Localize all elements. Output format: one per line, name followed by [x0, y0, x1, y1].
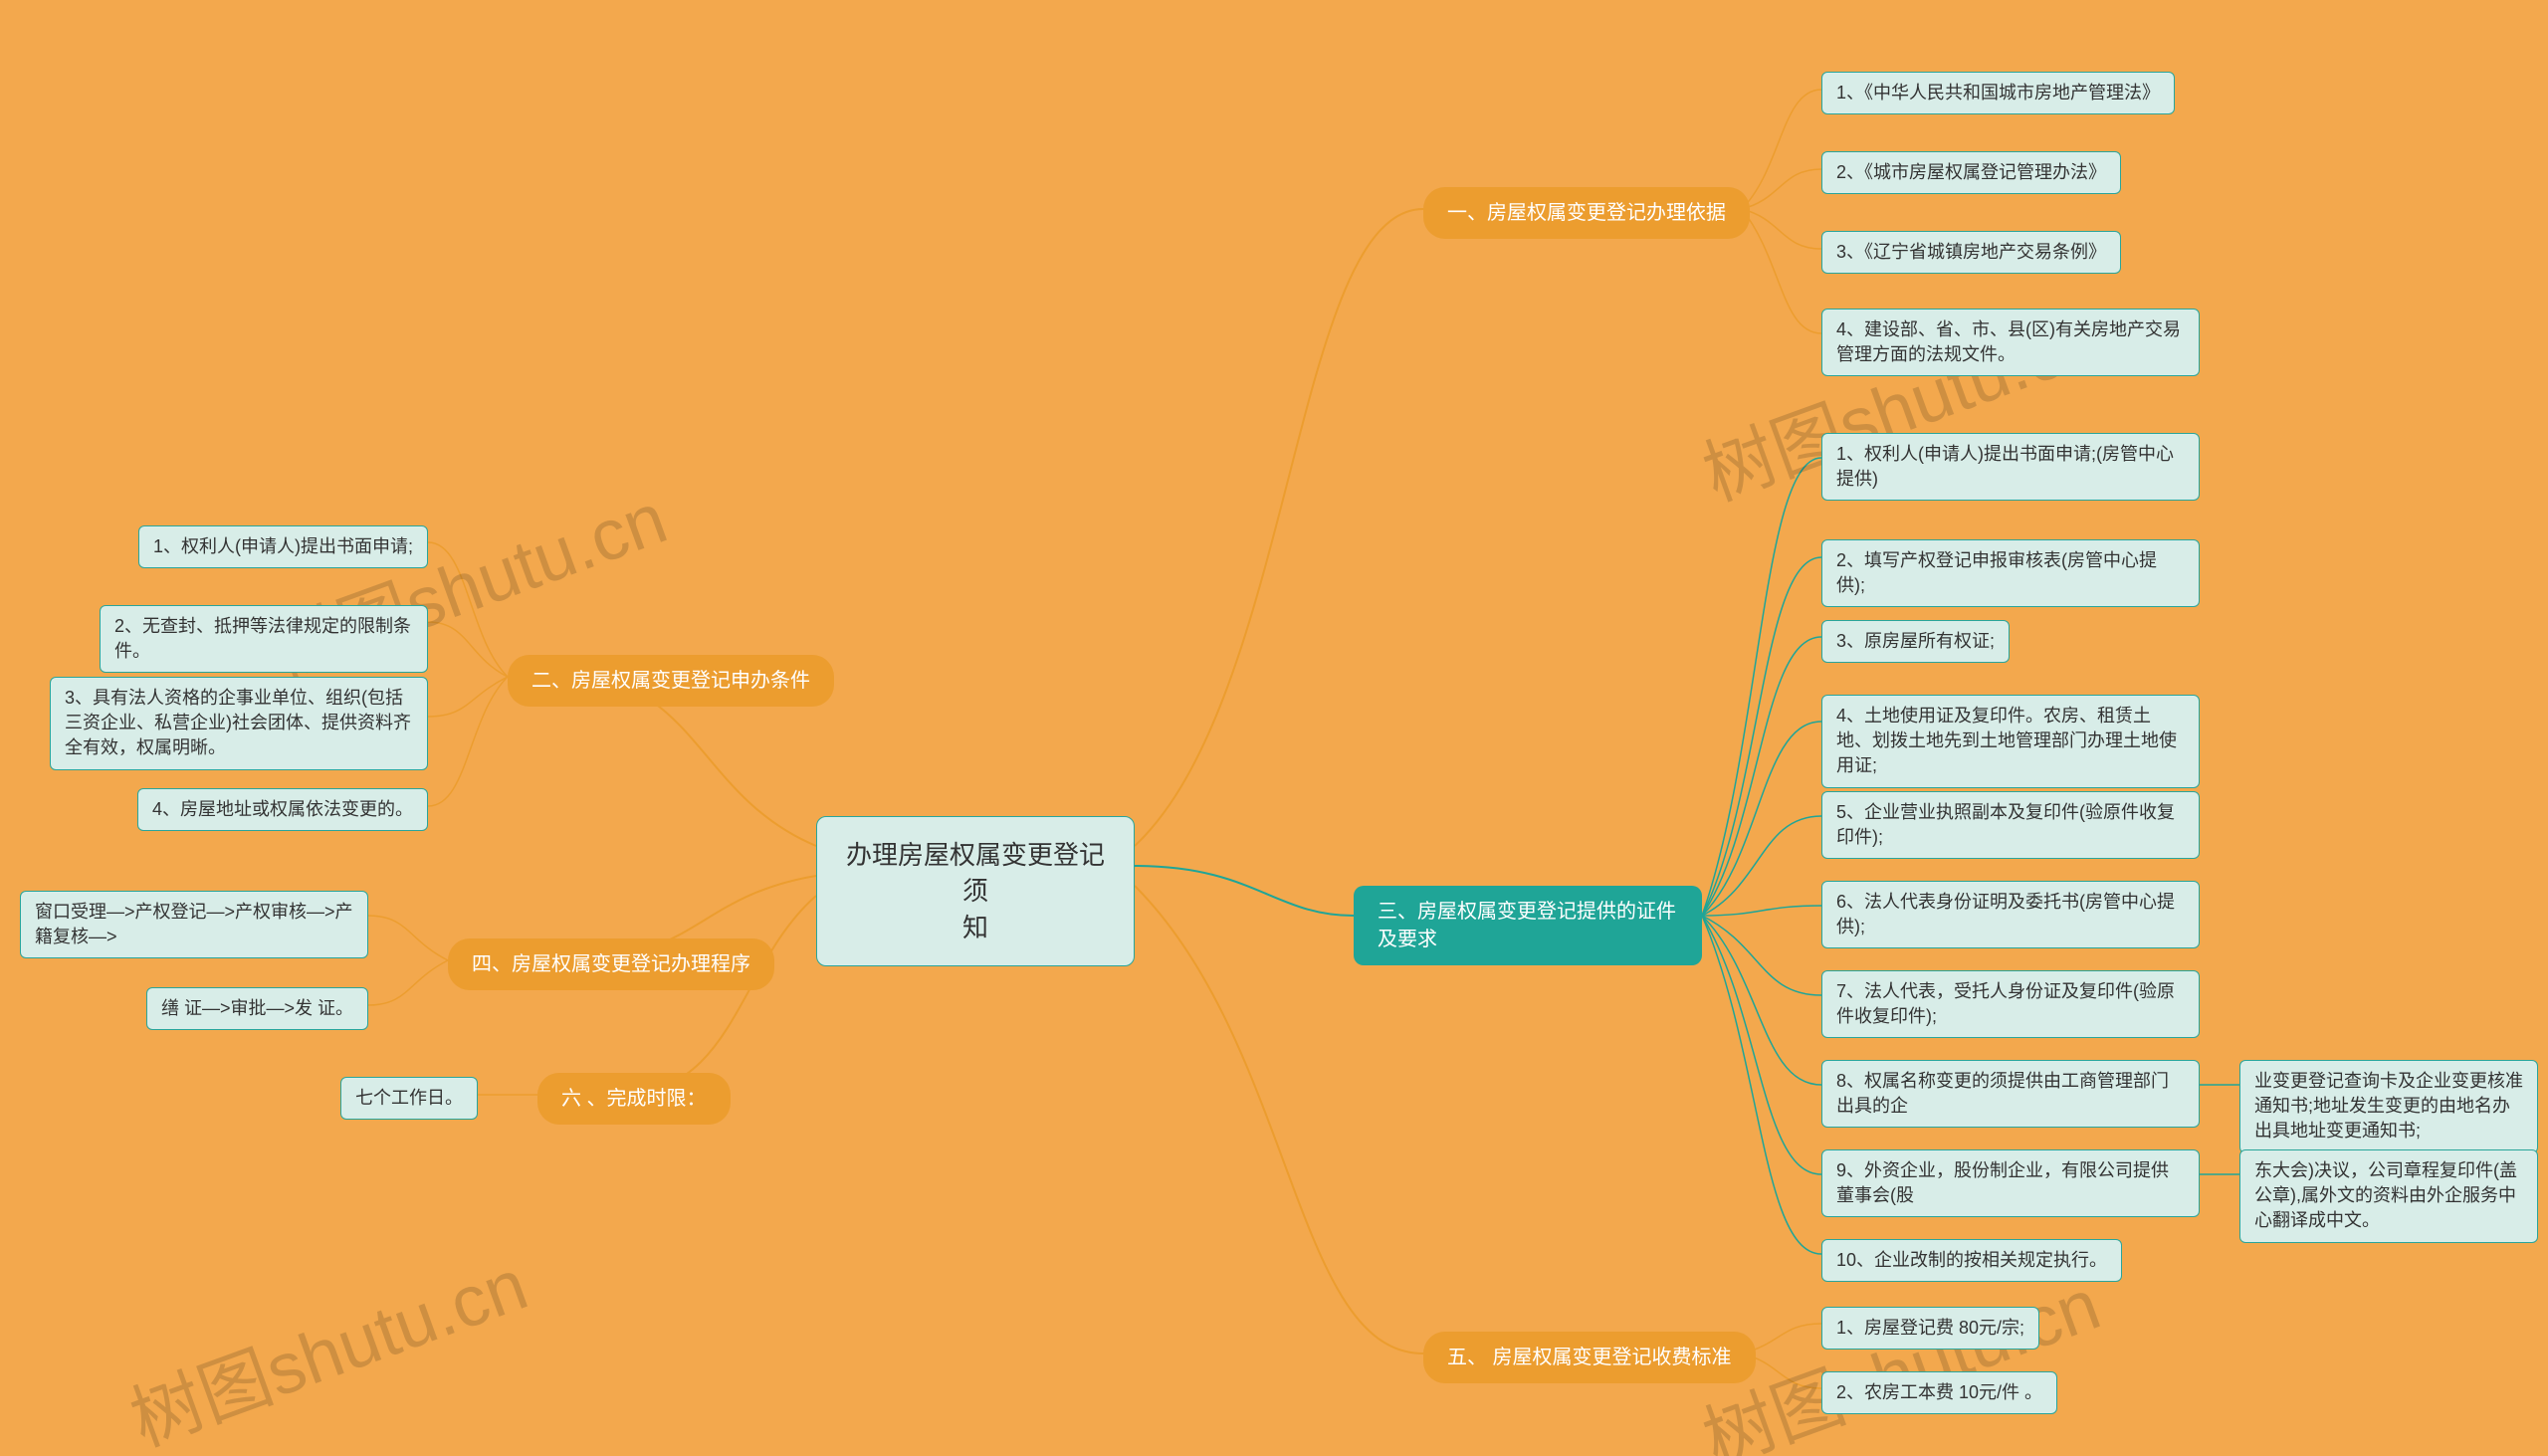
leaf-text: 2、填写产权登记申报审核表(房管中心提供); — [1836, 548, 2185, 598]
b5-leaf-0[interactable]: 1、房屋登记费 80元/宗; — [1821, 1307, 2039, 1350]
b4-leaf-1[interactable]: 缮 证—>审批—>发 证。 — [146, 987, 368, 1030]
leaf-text: 10、企业改制的按相关规定执行。 — [1836, 1248, 2107, 1273]
leaf-text: 4、建设部、省、市、县(区)有关房地产交易管理方面的法规文件。 — [1836, 317, 2185, 367]
b2-leaf-3[interactable]: 4、房屋地址或权属依法变更的。 — [137, 788, 428, 831]
leaf-text: 6、法人代表身份证明及委托书(房管中心提供); — [1836, 890, 2185, 939]
branch-6[interactable]: 六 、完成时限： — [537, 1073, 731, 1125]
leaf-text: 8、权属名称变更的须提供由工商管理部门出具的企 — [1836, 1069, 2185, 1119]
leaf-text: 缮 证—>审批—>发 证。 — [161, 996, 353, 1021]
branch-5-label: 五、 房屋权属变更登记收费标准 — [1447, 1344, 1732, 1371]
b3-leaf-4[interactable]: 5、企业营业执照副本及复印件(验原件收复印件); — [1821, 791, 2200, 859]
branch-1[interactable]: 一、房屋权属变更登记办理依据 — [1423, 187, 1750, 239]
leaf-text: 1、权利人(申请人)提出书面申请; — [153, 534, 413, 559]
b1-leaf-1[interactable]: 2、《城市房屋权属登记管理办法》 — [1821, 151, 2121, 194]
b3-leaf-6[interactable]: 7、法人代表，受托人身份证及复印件(验原件收复印件); — [1821, 970, 2200, 1038]
branch-5[interactable]: 五、 房屋权属变更登记收费标准 — [1423, 1332, 1756, 1383]
leaf-text: 1、房屋登记费 80元/宗; — [1836, 1316, 2024, 1341]
branch-1-label: 一、房屋权属变更登记办理依据 — [1447, 199, 1726, 227]
branch-4-label: 四、房屋权属变更登记办理程序 — [472, 950, 750, 978]
b2-leaf-2[interactable]: 3、具有法人资格的企事业单位、组织(包括三资企业、私营企业)社会团体、提供资料齐… — [50, 677, 428, 770]
b3-leaf-8-extra[interactable]: 东大会)决议，公司章程复印件(盖公章),属外文的资料由外企服务中心翻译成中文。 — [2239, 1149, 2538, 1243]
branch-2-label: 二、房屋权属变更登记申办条件 — [531, 667, 810, 695]
b2-leaf-1[interactable]: 2、无查封、抵押等法律规定的限制条件。 — [100, 605, 428, 673]
b1-leaf-2[interactable]: 3、《辽宁省城镇房地产交易条例》 — [1821, 231, 2121, 274]
branch-3-label: 三、房屋权属变更登记提供的证件及要求 — [1378, 898, 1678, 953]
b3-leaf-1[interactable]: 2、填写产权登记申报审核表(房管中心提供); — [1821, 539, 2200, 607]
leaf-text: 1、权利人(申请人)提出书面申请;(房管中心提供) — [1836, 442, 2185, 492]
b5-leaf-1[interactable]: 2、农房工本费 10元/件 。 — [1821, 1371, 2057, 1414]
watermark: 树图shutu.cn — [114, 1226, 539, 1456]
branch-4[interactable]: 四、房屋权属变更登记办理程序 — [448, 938, 774, 990]
root-node[interactable]: 办理房屋权属变更登记须 知 — [816, 816, 1135, 966]
leaf-text: 业变更登记查询卡及企业变更核准通知书;地址发生变更的由地名办出具地址变更通知书; — [2254, 1069, 2523, 1144]
leaf-text: 3、《辽宁省城镇房地产交易条例》 — [1836, 240, 2106, 265]
leaf-text: 2、《城市房屋权属登记管理办法》 — [1836, 160, 2106, 185]
branch-6-label: 六 、完成时限： — [561, 1085, 707, 1113]
b4-leaf-0[interactable]: 窗口受理—>产权登记—>产权审核—>产籍复核—> — [20, 891, 368, 958]
leaf-text: 七个工作日。 — [355, 1086, 463, 1111]
b2-leaf-0[interactable]: 1、权利人(申请人)提出书面申请; — [138, 525, 428, 568]
branch-3[interactable]: 三、房屋权属变更登记提供的证件及要求 — [1354, 886, 1702, 965]
leaf-text: 5、企业营业执照副本及复印件(验原件收复印件); — [1836, 800, 2185, 850]
leaf-text: 3、原房屋所有权证; — [1836, 629, 1995, 654]
leaf-text: 9、外资企业，股份制企业，有限公司提供董事会(股 — [1836, 1158, 2185, 1208]
leaf-text: 7、法人代表，受托人身份证及复印件(验原件收复印件); — [1836, 979, 2185, 1029]
b3-leaf-3[interactable]: 4、土地使用证及复印件。农房、租赁土地、划拨土地先到土地管理部门办理土地使用证; — [1821, 695, 2200, 788]
leaf-text: 2、无查封、抵押等法律规定的限制条件。 — [114, 614, 413, 664]
b3-leaf-9[interactable]: 10、企业改制的按相关规定执行。 — [1821, 1239, 2122, 1282]
leaf-text: 3、具有法人资格的企事业单位、组织(包括三资企业、私营企业)社会团体、提供资料齐… — [65, 686, 413, 761]
leaf-text: 2、农房工本费 10元/件 。 — [1836, 1380, 2042, 1405]
leaf-text: 窗口受理—>产权登记—>产权审核—>产籍复核—> — [35, 900, 353, 949]
leaf-text: 4、土地使用证及复印件。农房、租赁土地、划拨土地先到土地管理部门办理土地使用证; — [1836, 704, 2185, 779]
leaf-text: 4、房屋地址或权属依法变更的。 — [152, 797, 413, 822]
b6-leaf-0[interactable]: 七个工作日。 — [340, 1077, 478, 1120]
branch-2[interactable]: 二、房屋权属变更登记申办条件 — [508, 655, 834, 707]
b3-leaf-2[interactable]: 3、原房屋所有权证; — [1821, 620, 2010, 663]
leaf-text: 1、《中华人民共和国城市房地产管理法》 — [1836, 81, 2160, 105]
leaf-text: 东大会)决议，公司章程复印件(盖公章),属外文的资料由外企服务中心翻译成中文。 — [2254, 1158, 2523, 1234]
b1-leaf-3[interactable]: 4、建设部、省、市、县(区)有关房地产交易管理方面的法规文件。 — [1821, 309, 2200, 376]
b3-leaf-7[interactable]: 8、权属名称变更的须提供由工商管理部门出具的企 — [1821, 1060, 2200, 1128]
root-label: 办理房屋权属变更登记须 知 — [843, 837, 1108, 945]
b3-leaf-7-extra[interactable]: 业变更登记查询卡及企业变更核准通知书;地址发生变更的由地名办出具地址变更通知书; — [2239, 1060, 2538, 1153]
b3-leaf-5[interactable]: 6、法人代表身份证明及委托书(房管中心提供); — [1821, 881, 2200, 948]
b3-leaf-8[interactable]: 9、外资企业，股份制企业，有限公司提供董事会(股 — [1821, 1149, 2200, 1217]
b1-leaf-0[interactable]: 1、《中华人民共和国城市房地产管理法》 — [1821, 72, 2175, 114]
b3-leaf-0[interactable]: 1、权利人(申请人)提出书面申请;(房管中心提供) — [1821, 433, 2200, 501]
